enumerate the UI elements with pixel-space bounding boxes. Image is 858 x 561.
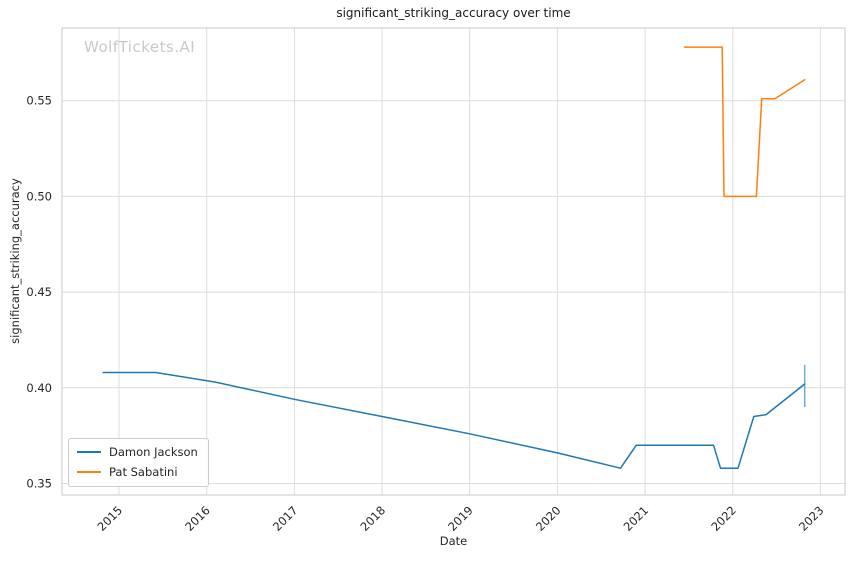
x-tick-label: 2020	[533, 503, 564, 534]
legend-item-damon-jackson: Damon Jackson	[77, 445, 198, 459]
series-line-1	[683, 46, 806, 198]
series-lines	[102, 46, 806, 469]
grid-lines	[62, 28, 845, 495]
chart-title: significant_striking_accuracy over time	[336, 6, 571, 20]
x-tick-label: 2019	[445, 503, 476, 534]
y-tick-label: 0.35	[26, 477, 52, 491]
x-tick-label: 2023	[796, 503, 827, 534]
y-tick-label: 0.55	[26, 94, 52, 108]
y-tick-labels: 0.35 0.40 0.45 0.50 0.55	[26, 94, 52, 491]
x-tick-label: 2022	[708, 503, 739, 534]
x-tick-label: 2018	[358, 503, 389, 534]
plot-border	[61, 27, 846, 496]
x-tick-label: 2021	[621, 503, 652, 534]
legend-item-pat-sabatini: Pat Sabatini	[77, 465, 198, 479]
y-tick-label: 0.50	[26, 189, 52, 203]
legend-line-swatch-blue	[77, 451, 101, 453]
legend-line-swatch-orange	[77, 471, 101, 473]
legend-label-damon-jackson: Damon Jackson	[109, 445, 198, 459]
series-line-0	[102, 371, 806, 469]
x-axis-label: Date	[439, 534, 468, 548]
legend-label-pat-sabatini: Pat Sabatini	[109, 465, 178, 479]
y-axis-label: significant_striking_accuracy	[8, 178, 22, 344]
y-tick-label: 0.40	[26, 381, 52, 395]
x-tick-label: 2015	[95, 503, 126, 534]
watermark: WolfTickets.AI	[84, 38, 196, 56]
x-tick-labels: 2015 2016 2017 2018 2019 2020 2021 2022 2023	[95, 503, 827, 534]
y-tick-label: 0.45	[26, 285, 52, 299]
legend: Damon Jackson Pat Sabatini	[68, 438, 209, 487]
x-tick-label: 2016	[182, 503, 213, 534]
x-tick-label: 2017	[270, 503, 301, 534]
